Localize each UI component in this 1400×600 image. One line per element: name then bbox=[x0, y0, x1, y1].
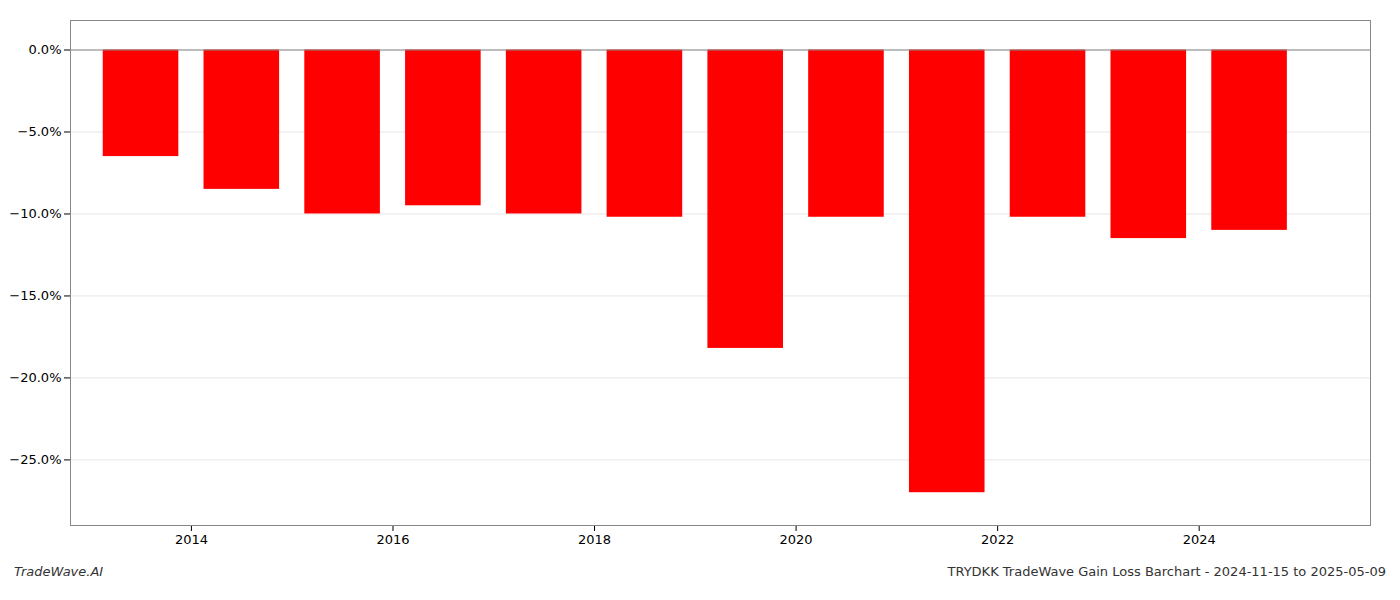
svg-text:2014: 2014 bbox=[175, 532, 208, 547]
svg-text:2016: 2016 bbox=[376, 532, 409, 547]
svg-text:2018: 2018 bbox=[578, 532, 611, 547]
svg-text:2022: 2022 bbox=[981, 532, 1014, 547]
svg-text:−15.0%: −15.0% bbox=[9, 288, 61, 303]
svg-text:2020: 2020 bbox=[780, 532, 813, 547]
svg-text:−5.0%: −5.0% bbox=[18, 124, 62, 139]
svg-text:2024: 2024 bbox=[1183, 532, 1216, 547]
html-text:TRYDKK TradeWave Gain Loss Bar: TRYDKK TradeWave Gain Loss Barchart - 20… bbox=[947, 564, 1386, 579]
svg-text:−20.0%: −20.0% bbox=[9, 370, 61, 385]
svg-text:−25.0%: −25.0% bbox=[9, 452, 61, 467]
html-text:TradeWave.AI: TradeWave.AI bbox=[14, 564, 104, 579]
svg-text:−10.0%: −10.0% bbox=[9, 206, 61, 221]
svg-text:0.0%: 0.0% bbox=[28, 42, 61, 57]
